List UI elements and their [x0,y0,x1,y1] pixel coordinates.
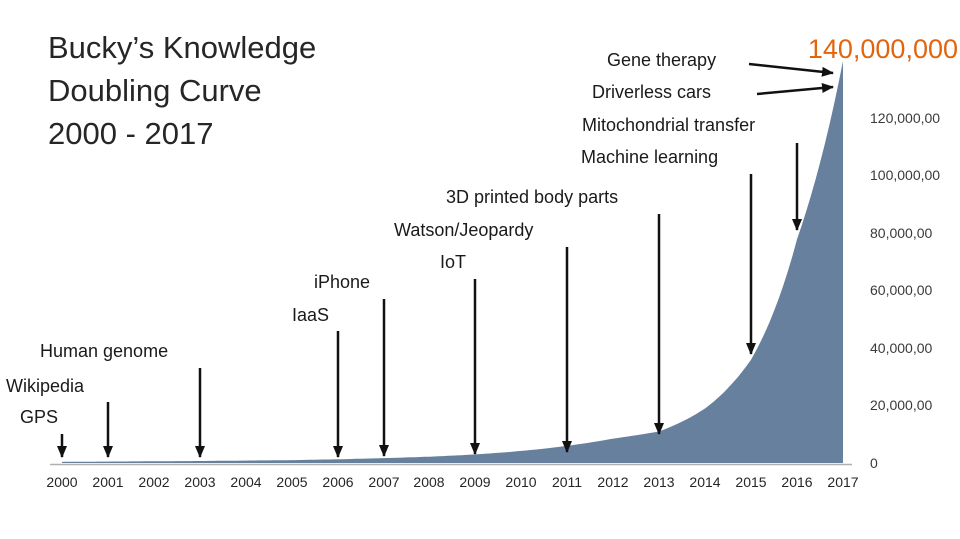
annotation-mitochondrial: Mitochondrial transfer [582,115,756,135]
x-tick-2003: 2003 [184,474,216,490]
annotation-machine-learning: Machine learning [581,147,719,167]
annotation-watson-jeopardy: Watson/Jeopardy [394,220,534,240]
annotation-3d-printed-body-parts: 3D printed body parts [446,187,619,207]
x-tick-2002: 2002 [138,474,170,490]
annotation-driverless-cars: Driverless cars [592,82,712,102]
arrow-gene-therapy [748,62,834,77]
y-tick-60m: 60,000,00 [870,282,933,298]
x-tick-2013: 2013 [643,474,675,490]
annotation-gene-therapy: Gene therapy [607,50,717,70]
y-tick-0: 0 [870,455,878,471]
x-tick-2010: 2010 [505,474,537,490]
x-tick-2011: 2011 [551,474,583,490]
x-tick-2006: 2006 [322,474,354,490]
knowledge-area-series [62,61,843,463]
y-tick-120m: 120,000,00 [870,110,941,126]
x-tick-2008: 2008 [413,474,445,490]
x-tick-2014: 2014 [689,474,721,490]
x-tick-2001: 2001 [92,474,124,490]
x-tick-2007: 2007 [368,474,400,490]
annotation-wikipedia: Wikipedia [6,376,85,396]
annotation-gps: GPS [20,407,59,427]
y-tick-20m: 20,000,00 [870,397,933,413]
x-tick-2004: 2004 [230,474,262,490]
chart-title-line3: 2000 - 2017 [48,116,214,151]
x-tick-2005: 2005 [276,474,308,490]
x-tick-2009: 2009 [459,474,491,490]
peak-value-label: 140,000,000 [807,34,958,64]
chart-title: Bucky’s Knowledge Doubling Curve 2000 - … [48,26,316,155]
y-tick-100m: 100,000,00 [870,167,941,183]
arrow-driverless-cars [756,83,834,96]
x-tick-2000: 2000 [46,474,78,490]
annotation-iphone: iPhone [314,272,371,292]
chart-title-line2: Doubling Curve [48,73,262,108]
y-tick-40m: 40,000,00 [870,340,933,356]
x-tick-2017: 2017 [827,474,859,490]
x-tick-2012: 2012 [597,474,629,490]
chart-title-line1: Bucky’s Knowledge [48,30,317,65]
annotation-iot: IoT [440,252,467,272]
annotation-iaas: IaaS [292,305,330,325]
y-tick-80m: 80,000,00 [870,225,933,241]
annotation-human-genome: Human genome [40,341,169,361]
x-tick-2015: 2015 [735,474,767,490]
x-tick-2016: 2016 [781,474,813,490]
